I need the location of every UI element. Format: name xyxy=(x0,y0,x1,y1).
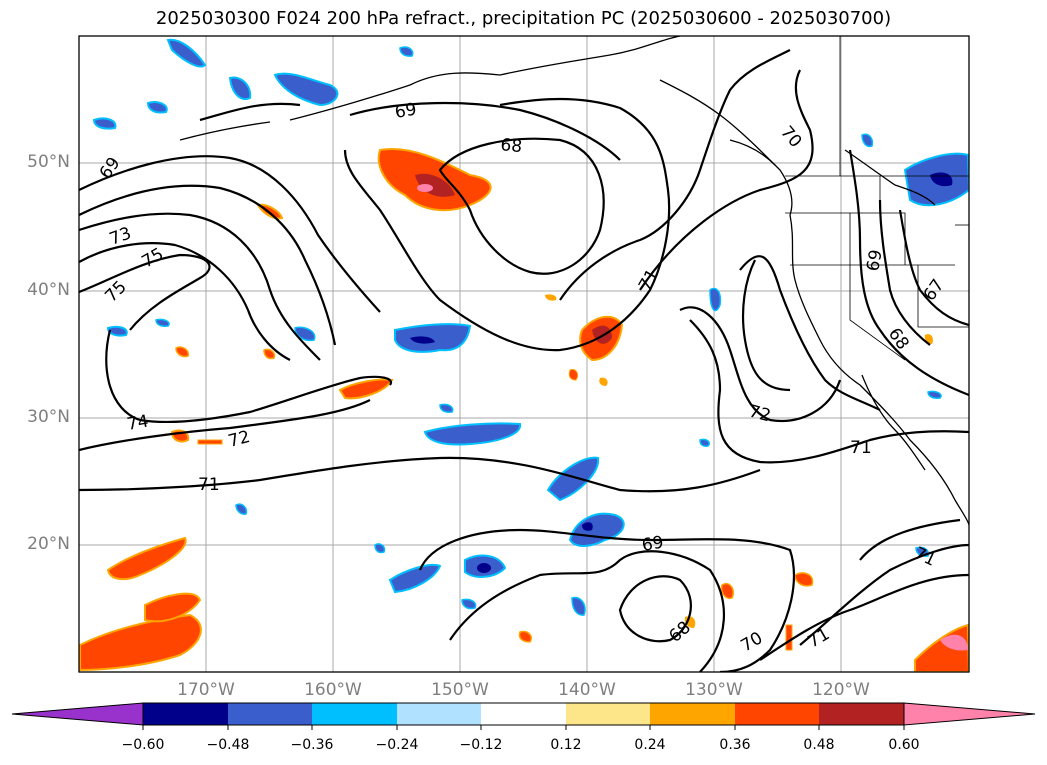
lon-label: 140°W xyxy=(558,680,616,700)
precip-patch xyxy=(197,439,223,445)
precip-patch xyxy=(582,522,593,531)
contour-label: 69 xyxy=(863,248,886,273)
precip-patch xyxy=(338,378,394,400)
precip-patch xyxy=(79,613,202,672)
precip-patch xyxy=(410,336,435,344)
precip-patch xyxy=(263,348,276,360)
precip-patch xyxy=(545,294,557,301)
precip-patch xyxy=(439,403,454,413)
contour-label: 70 xyxy=(738,628,767,656)
precip-patch xyxy=(166,38,207,68)
precip-patch xyxy=(92,117,117,130)
contour-label: 74 xyxy=(125,411,150,434)
precip-patch xyxy=(927,390,942,399)
precip-patch xyxy=(273,72,339,107)
precip-patches xyxy=(79,38,969,672)
precip-patch xyxy=(144,592,202,623)
contour-label: 72 xyxy=(226,427,252,452)
contour-labels: 69 68 70 73 75 75 71 69 67 68 72 74 72 7… xyxy=(96,99,949,656)
colorbar-swatch xyxy=(481,703,566,725)
colorbar-swatch xyxy=(735,703,819,725)
lon-label: 160°W xyxy=(304,680,362,700)
colorbar-swatch xyxy=(312,703,397,725)
contour-label: 68 xyxy=(884,324,913,353)
lat-label: 40°N xyxy=(27,280,70,300)
map-frame xyxy=(78,35,970,673)
colorbar-tick-label: −0.60 xyxy=(121,737,165,753)
lon-label: 150°W xyxy=(431,680,489,700)
colorbar-tick-label: 0.48 xyxy=(803,737,835,753)
map-title: 2025030300 F024 200 hPa refract., precip… xyxy=(155,8,892,29)
contour-label: 69 xyxy=(640,532,665,555)
precip-patch xyxy=(477,563,491,573)
precip-patch xyxy=(546,456,600,502)
precip-patch xyxy=(599,377,608,386)
colorbar-tick-label: −0.36 xyxy=(290,737,334,753)
precip-patch xyxy=(374,543,386,554)
precip-patch xyxy=(518,630,532,643)
contour-label: 69 xyxy=(393,99,418,122)
precip-patch xyxy=(415,173,455,197)
precip-patch xyxy=(394,323,472,353)
precip-patch xyxy=(146,101,168,114)
contours xyxy=(79,49,969,672)
lat-label: 20°N xyxy=(27,534,70,554)
precip-patch xyxy=(106,536,187,581)
colorbar-tick-label: 0.36 xyxy=(719,737,751,753)
precip-patch xyxy=(699,438,711,447)
contour-label: 71 xyxy=(850,438,872,458)
contour-label: 68 xyxy=(499,135,523,157)
colorbar-tick-label: 0.60 xyxy=(888,737,920,753)
colorbar-tick-label: 0.12 xyxy=(550,737,582,753)
colorbar-swatch xyxy=(650,703,735,725)
precip-patch xyxy=(388,564,442,594)
precip-patch xyxy=(417,184,433,192)
colorbar-swatch xyxy=(819,703,904,725)
lon-label: 170°W xyxy=(177,680,235,700)
colorbar-tick-label: −0.12 xyxy=(459,737,503,753)
lat-label: 50°N xyxy=(27,152,70,172)
precip-patch xyxy=(785,624,793,651)
contour-label: 75 xyxy=(139,244,168,272)
colorbar-tick-label: −0.48 xyxy=(206,737,250,753)
graticule xyxy=(79,36,969,672)
contour-label: 71 xyxy=(198,475,220,495)
precip-patch xyxy=(861,133,874,148)
contour-label: 69 xyxy=(96,154,125,183)
colorbar-swatch xyxy=(566,703,650,725)
precip-patch xyxy=(720,583,734,600)
contour-label: 70 xyxy=(776,122,805,151)
precip-patch xyxy=(940,634,968,651)
lat-label: 30°N xyxy=(27,407,70,427)
precip-patch xyxy=(155,318,170,327)
colorbar xyxy=(11,702,1036,730)
precip-patch xyxy=(228,76,252,100)
colorbar-swatch xyxy=(143,703,228,725)
precip-patch xyxy=(399,46,414,57)
colorbar-swatch xyxy=(228,703,312,725)
precip-patch xyxy=(423,422,522,446)
contour-label: 71 xyxy=(911,543,939,570)
colorbar-extend-high xyxy=(903,702,1036,726)
colorbar-tick-label: −0.24 xyxy=(375,737,419,753)
precip-patch xyxy=(235,503,248,515)
lon-label: 120°W xyxy=(812,680,870,700)
precip-patch xyxy=(175,346,190,358)
precip-patch xyxy=(461,598,477,610)
precip-patch xyxy=(568,369,579,381)
lon-label: 130°W xyxy=(685,680,743,700)
contour-label: 67 xyxy=(920,276,949,305)
precip-patch xyxy=(568,512,625,547)
colorbar-tick-label: 0.24 xyxy=(634,737,666,753)
precip-patch xyxy=(571,596,586,616)
precip-patch xyxy=(794,572,814,587)
coastlines xyxy=(179,36,969,526)
colorbar-swatch xyxy=(397,703,481,725)
precip-patch xyxy=(709,287,722,312)
contour-label: 72 xyxy=(747,402,773,427)
colorbar-extend-low xyxy=(11,702,144,726)
